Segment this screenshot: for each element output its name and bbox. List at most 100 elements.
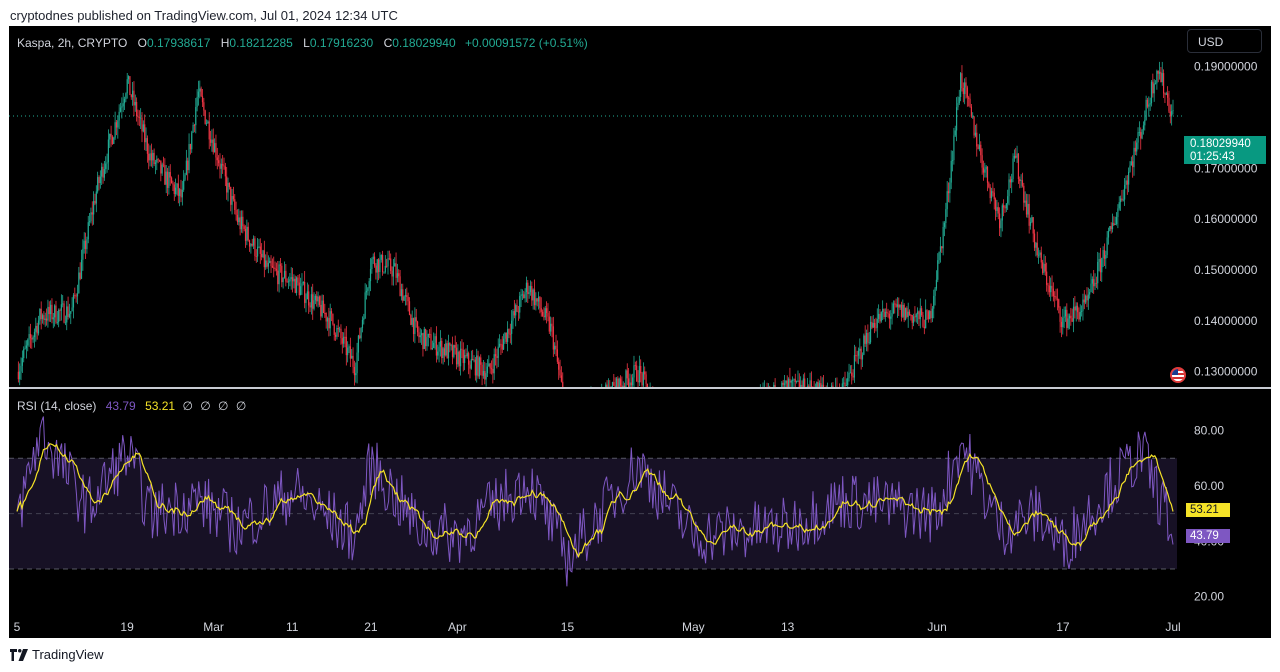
candle-body [598,404,599,411]
rsi-value: 43.79 [105,399,136,413]
candle-body [1150,81,1153,104]
candle-body [740,410,741,412]
candle-body [271,266,273,268]
candle-body [646,383,649,387]
candle-body [847,378,849,386]
candle-body [433,342,435,349]
candle-body [1098,258,1100,262]
candle-body [1056,298,1058,300]
candle-body [1099,258,1102,273]
candle-body [914,316,916,318]
candle-body [486,366,489,374]
candle-body [17,371,19,380]
candle-body [150,153,153,161]
candle-body [110,133,112,137]
candle-body [114,122,116,138]
candle-body [828,391,829,398]
close-value: 0.18029940 [392,36,456,50]
candle-body [140,117,142,119]
candle-body [918,311,920,320]
price-axis-label: 0.13000000 [1194,365,1258,379]
candle-body [800,384,802,387]
candle-body [1146,99,1149,107]
candle-body [761,393,762,394]
candle-body [1165,93,1167,95]
candle-body [274,267,276,269]
candle-body [1085,295,1087,303]
candle-body [890,316,892,319]
candle-body [1058,299,1060,308]
candle-body [1050,285,1052,293]
candle-body [754,399,755,413]
footer-brand[interactable]: TradingView [10,647,104,662]
candle-body [1121,198,1123,201]
candle-body [1015,155,1017,158]
candle-body [287,281,290,283]
candle-body [83,240,85,249]
rsi-title[interactable]: RSI (14, close) [17,399,97,413]
candle-body [193,124,196,126]
candle-body [200,88,202,97]
candle-body [442,348,444,358]
candle-body [1102,250,1104,259]
candle-body [864,335,866,344]
candle-body [304,281,306,303]
candle-body [508,329,510,334]
candle-body [756,410,757,412]
time-axis-label: 21 [364,620,378,634]
candle-body [403,296,405,301]
candle-body [223,165,225,167]
candle-body [964,82,966,94]
candle-body [931,308,933,319]
candle-body [406,295,408,298]
time-axis-label: Apr [448,620,467,634]
candle-body [281,265,283,283]
candle-body [1036,242,1038,256]
candle-body [629,382,631,387]
candle-body [796,381,798,382]
candle-body [529,286,532,293]
candle-body [305,299,307,303]
chart-canvas[interactable]: 0.19000000 0.17000000 0.16000000 0.15000000… [9,26,1271,638]
candle-body [103,169,105,178]
candle-body [269,260,271,263]
candle-body [226,176,228,193]
candle-body [640,365,642,374]
candle-body [146,138,148,154]
candle-body [216,157,218,161]
candle-body [780,397,781,400]
candle-body [377,259,380,273]
candle-body [136,101,138,117]
us-flag-icon[interactable] [1170,367,1186,383]
candle-body [20,365,22,372]
candle-body [283,270,286,278]
candle-body [750,401,751,416]
candle-body [285,270,287,282]
candle-body [239,217,241,230]
pane-divider[interactable] [9,387,1271,389]
candle-body [1072,306,1075,322]
rsi-value-tag: 43.79 [1186,529,1230,543]
candle-body [695,431,696,443]
candle-body [410,314,412,325]
candle-body [546,308,548,313]
candle-body [736,406,737,407]
current-price-tag: 0.18029940 01:25:43 [1184,136,1266,164]
candle-body [892,303,895,314]
candle-body [793,378,795,380]
symbol-name[interactable]: Kaspa, 2h, CRYPTO [17,36,128,50]
candle-body [703,427,704,433]
candle-body [543,315,545,318]
candle-body [329,311,331,329]
candle-body [230,186,232,205]
candle-body [470,358,472,369]
candle-body [962,88,964,94]
candle-body [31,338,33,340]
candle-body [930,311,932,319]
candle-body [48,306,50,315]
candle-body [805,397,806,398]
candle-body [1000,220,1002,229]
candle-body [531,286,533,301]
candle-body [126,79,128,94]
currency-button[interactable]: USD [1187,29,1262,53]
